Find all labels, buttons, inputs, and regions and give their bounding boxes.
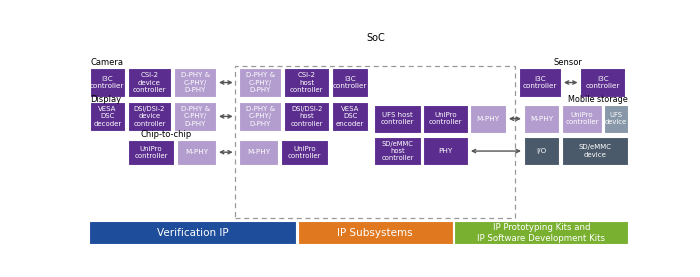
Bar bbox=[454, 221, 629, 244]
Bar bbox=[174, 68, 216, 97]
Text: M-PHY: M-PHY bbox=[530, 116, 553, 122]
Text: PHY: PHY bbox=[438, 148, 453, 154]
Text: Chip-to-chip: Chip-to-chip bbox=[140, 130, 191, 139]
Bar bbox=[239, 102, 281, 131]
Text: I3C
controller: I3C controller bbox=[90, 76, 125, 89]
Bar bbox=[524, 137, 559, 165]
Bar bbox=[562, 105, 602, 133]
Text: I3C
controller: I3C controller bbox=[523, 76, 557, 89]
Bar bbox=[284, 68, 329, 97]
Bar bbox=[89, 221, 296, 244]
Text: D-PHY &
C-PHY/
D-PHY: D-PHY & C-PHY/ D-PHY bbox=[246, 72, 275, 93]
Bar bbox=[174, 102, 216, 131]
Bar bbox=[177, 140, 216, 165]
Text: SD/eMMC
host
controller: SD/eMMC host controller bbox=[382, 141, 414, 161]
Bar bbox=[374, 105, 421, 133]
Text: M-PHY: M-PHY bbox=[186, 149, 209, 155]
Text: VESA
DSC
encoder: VESA DSC encoder bbox=[336, 106, 365, 127]
Text: D-PHY &
C-PHY/
D-PHY: D-PHY & C-PHY/ D-PHY bbox=[181, 72, 210, 93]
Bar bbox=[284, 102, 329, 131]
Text: I/O: I/O bbox=[536, 148, 547, 154]
Text: D-PHY &
C-PHY/
D-PHY: D-PHY & C-PHY/ D-PHY bbox=[246, 106, 275, 127]
Bar bbox=[239, 140, 278, 165]
Bar bbox=[524, 105, 559, 133]
Bar bbox=[470, 105, 506, 133]
Text: Verification IP: Verification IP bbox=[157, 228, 228, 238]
Text: UniPro
controller: UniPro controller bbox=[134, 146, 168, 159]
Bar bbox=[298, 221, 452, 244]
Text: UFS
device: UFS device bbox=[605, 112, 627, 125]
Bar bbox=[519, 68, 561, 97]
Text: DSI/DSI-2
device
controller: DSI/DSI-2 device controller bbox=[133, 106, 166, 127]
Text: I3C
controller: I3C controller bbox=[333, 76, 368, 89]
Text: DSI/DSI-2
host
controller: DSI/DSI-2 host controller bbox=[290, 106, 323, 127]
Text: Sensor: Sensor bbox=[554, 58, 582, 67]
Bar bbox=[128, 102, 172, 131]
Text: SoC: SoC bbox=[366, 33, 385, 43]
Bar bbox=[332, 68, 368, 97]
Text: M-PHY: M-PHY bbox=[247, 149, 270, 155]
Text: UniPro
controller: UniPro controller bbox=[565, 112, 598, 125]
Bar bbox=[90, 102, 125, 131]
Text: IP Prototyping Kits and
IP Software Development Kits: IP Prototyping Kits and IP Software Deve… bbox=[477, 223, 606, 243]
Text: CSI-2
host
controller: CSI-2 host controller bbox=[290, 72, 323, 93]
Bar bbox=[423, 105, 468, 133]
Bar bbox=[562, 137, 628, 165]
Text: UFS host
controller: UFS host controller bbox=[381, 112, 414, 125]
Bar bbox=[332, 102, 368, 131]
Bar bbox=[580, 68, 625, 97]
Text: UniPro
controller: UniPro controller bbox=[429, 112, 462, 125]
Bar bbox=[234, 66, 515, 218]
Text: CSI-2
device
controller: CSI-2 device controller bbox=[133, 72, 167, 93]
Text: D-PHY &
C-PHY/
D-PHY: D-PHY & C-PHY/ D-PHY bbox=[181, 106, 210, 127]
Text: Display: Display bbox=[90, 95, 122, 104]
Bar bbox=[281, 140, 328, 165]
Text: VESA
DSC
decoder: VESA DSC decoder bbox=[93, 106, 121, 127]
Text: SD/eMMC
device: SD/eMMC device bbox=[578, 144, 611, 158]
Bar bbox=[604, 105, 628, 133]
Bar bbox=[423, 137, 468, 165]
Text: Camera: Camera bbox=[90, 58, 124, 67]
Bar bbox=[239, 68, 281, 97]
Text: UniPro
controller: UniPro controller bbox=[288, 146, 321, 159]
Text: Mobile storage: Mobile storage bbox=[568, 95, 628, 104]
Bar bbox=[90, 68, 125, 97]
Bar bbox=[374, 137, 421, 165]
Bar bbox=[128, 140, 174, 165]
Text: I3C
controller: I3C controller bbox=[586, 76, 620, 89]
Text: M-PHY: M-PHY bbox=[477, 116, 500, 122]
Text: IP Subsystems: IP Subsystems bbox=[337, 228, 413, 238]
Bar bbox=[128, 68, 172, 97]
